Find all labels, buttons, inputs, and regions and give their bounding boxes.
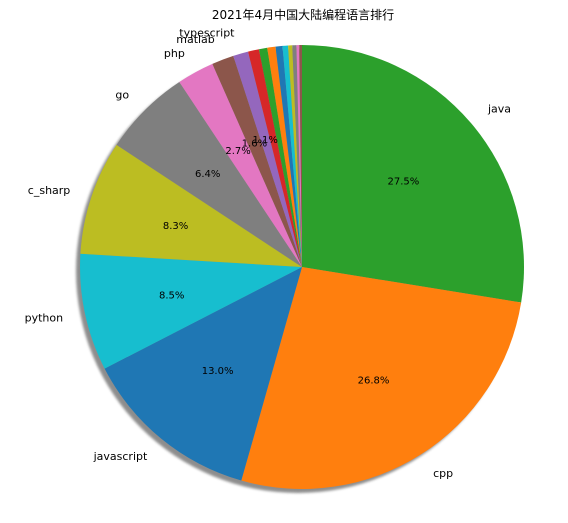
slice-label-cpp: cpp (433, 467, 453, 480)
pie-slice-17 (299, 45, 302, 267)
pie-slice-python (80, 253, 302, 369)
pct-label-go: 6.4% (195, 169, 220, 180)
slice-label-php: php (164, 47, 185, 60)
slice-label-typescript: typescript (179, 26, 235, 39)
pie-slice-php (179, 63, 302, 267)
slice-label-javascript: javascript (93, 450, 148, 463)
pie-slice-11 (267, 46, 302, 268)
pie-slice-10 (258, 47, 302, 267)
pct-label-typescript: 1.1% (252, 135, 277, 146)
pct-label-python: 8.5% (159, 291, 184, 302)
pie-slice-14 (288, 45, 302, 267)
slice-label-java: java (487, 103, 511, 116)
pie-slice-java (302, 45, 525, 303)
chart-title: 2021年4月中国大陆编程语言排行 (212, 7, 394, 22)
pie-slices (80, 45, 525, 490)
pct-label-php: 2.7% (225, 146, 250, 157)
pie-slice-go (116, 81, 302, 267)
slice-label-python: python (25, 311, 64, 324)
pct-label-cpp: 26.8% (358, 375, 390, 386)
pie-slice-13 (282, 45, 302, 267)
slice-label-matlab: matlab (176, 33, 215, 46)
pct-label-matlab: 1.6% (242, 139, 267, 150)
pie-slice-cpp (241, 267, 522, 490)
pie-slice-16 (296, 45, 302, 267)
pie-slice-c-sharp (80, 144, 303, 267)
pie-labels: java 27.5% cpp 26.8% javascript 13.0% python 8.… (25, 26, 511, 480)
pie-slice-12 (275, 45, 302, 267)
pie-slice-typescript (233, 51, 302, 267)
pct-label-javascript: 13.0% (202, 366, 234, 377)
pct-label-java: 27.5% (388, 177, 420, 188)
pie-slice-9 (248, 49, 302, 268)
pie-slice-matlab (212, 55, 302, 267)
pie-slice-javascript (104, 267, 302, 481)
pie-slice-15 (292, 45, 302, 267)
pct-label-c-sharp: 8.3% (163, 221, 188, 232)
slice-label-c-sharp: c_sharp (28, 184, 71, 197)
slice-label-go: go (115, 89, 129, 102)
